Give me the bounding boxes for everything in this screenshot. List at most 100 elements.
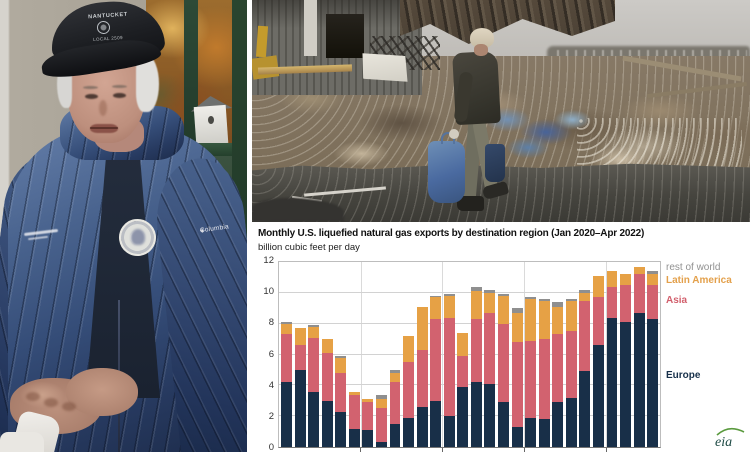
eia-logo: eia [711,425,747,450]
bar-segment-rest-of-world [525,297,537,300]
bar [375,262,387,447]
bar-segment-latin-america [592,275,604,298]
bar [308,262,320,447]
bar-segment-asia [348,394,360,429]
bar-segment-latin-america [606,271,618,287]
nose-shadow [99,100,107,116]
bar [565,262,577,447]
bar-segment-latin-america [552,306,564,335]
bar [592,262,604,447]
chart-legend: rest of world Latin America Asia Europe [666,262,750,392]
bar-segment-asia [484,312,496,384]
bar-segment-asia [308,337,320,392]
bar-segment-rest-of-world [538,299,550,301]
bar [620,262,632,447]
x-tick [524,448,526,452]
bar-segment-asia [565,331,577,398]
eye [85,94,98,99]
bar-segment-europe [633,312,645,447]
columbia-logo: ◈ Columbia [200,223,230,234]
bar-segment-rest-of-world [484,289,496,293]
bar-segment-europe [592,345,604,447]
bar-segment-europe [498,402,509,447]
bar [416,262,428,447]
bar-segment-europe [403,417,415,447]
y-tick-label: 8 [268,317,274,329]
bar-segment-europe [565,397,577,447]
bar-segment-europe [443,416,455,447]
bar-segment-europe [538,419,550,447]
bar-segment-europe [294,369,306,447]
bar-segment-asia [538,339,550,420]
bar-segment-asia [470,319,482,383]
bar-segment-asia [403,362,415,418]
bar-segment-latin-america [498,295,509,324]
bar-segment-latin-america [647,274,659,286]
eyebrow [83,86,98,89]
y-tick-label: 10 [263,286,274,298]
bar-segment-latin-america [484,292,496,313]
bar-segment-asia [430,319,442,401]
bar [606,262,618,447]
y-tick-label: 6 [268,348,274,360]
bar-segment-rest-of-world [579,289,591,293]
bar [348,262,360,447]
bar-segment-asia [633,274,645,313]
man-knit-hat [470,28,494,48]
man-glove [449,129,459,139]
dark-debris [252,198,344,222]
bar-segment-asia [552,334,564,403]
bar [389,262,401,447]
eyebrow [112,85,127,88]
y-tick-label: 2 [268,410,274,422]
bar-segment-asia [511,342,523,427]
bar-segment-europe [552,402,564,447]
bar [294,262,306,447]
gridline [279,322,660,324]
bar-segment-rest-of-world [565,299,577,301]
bar-segment-rest-of-world [511,308,523,313]
legend-asia: Asia [666,295,688,306]
bar-segment-europe [620,322,632,447]
gridline [279,291,660,293]
gridline [279,415,660,417]
bar-segment-asia [592,297,604,346]
bar-segment-asia [498,323,509,403]
eia-swoosh-icon [716,427,745,436]
bar-segment-rest-of-world [281,322,292,324]
bar [430,262,442,447]
bar-segment-latin-america [403,336,415,363]
bar-segment-europe [647,319,659,447]
bar-segment-asia [606,286,618,318]
plot-area [278,261,661,448]
bar-segment-asia [389,382,401,424]
bar-segment-latin-america [416,306,428,350]
bar-segment-latin-america [470,291,482,320]
bar [470,262,482,447]
bar-segment-rest-of-world [335,356,347,358]
bar-segment-asia [362,402,374,431]
biden-photo: NANTUCKET LOCAL 2509 ◈ Columbia [0,0,247,452]
x-axis-ticks [278,448,661,452]
blue-bag [428,141,465,203]
yellow-debris [255,25,269,58]
bar-segment-asia [457,356,469,387]
bar-segment-latin-america [348,391,360,395]
legend-latin-america: Latin America [666,275,732,286]
bar-segment-europe [457,386,469,447]
dark-doorway [326,14,364,58]
bar-segment-latin-america [294,328,306,346]
bar-segment-latin-america [308,326,320,338]
bar [525,262,537,447]
x-tick [606,448,608,452]
bars [279,262,660,447]
bar-segment-rest-of-world [498,294,509,296]
year-gridline [523,262,525,447]
bar-segment-europe [281,382,292,447]
bar-segment-rest-of-world [389,369,401,373]
bar-segment-asia [579,300,591,372]
bar-segment-europe [375,442,387,447]
hair-right [136,56,159,112]
birdhouse-hole [208,116,214,124]
